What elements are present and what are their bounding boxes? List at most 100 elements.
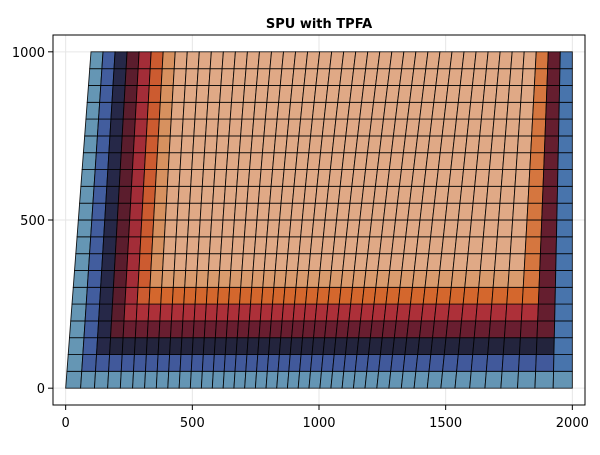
mesh-cell bbox=[547, 51, 561, 70]
mesh-cell bbox=[419, 202, 435, 221]
mesh-cell bbox=[447, 68, 463, 86]
mesh-cell bbox=[156, 135, 171, 154]
mesh-cell bbox=[409, 185, 425, 204]
mesh-cell bbox=[389, 253, 405, 271]
mesh-cell bbox=[149, 51, 164, 70]
mesh-cell bbox=[135, 303, 150, 322]
mesh-cell bbox=[198, 219, 213, 238]
mesh-cell bbox=[96, 337, 112, 355]
mesh-cell bbox=[144, 135, 159, 154]
mesh-cell bbox=[400, 370, 417, 389]
mesh-cell bbox=[545, 101, 560, 120]
mesh-cell bbox=[80, 169, 96, 187]
mesh-cell bbox=[484, 202, 501, 221]
mesh-cell bbox=[263, 118, 278, 137]
mesh-cell bbox=[107, 152, 122, 171]
mesh-cell bbox=[457, 202, 474, 221]
mesh-cell bbox=[536, 320, 556, 339]
mesh-cell bbox=[142, 185, 157, 204]
mesh-cell bbox=[94, 152, 110, 171]
mesh-cell bbox=[97, 320, 112, 339]
mesh-cell bbox=[193, 118, 208, 137]
mesh-cell bbox=[276, 236, 290, 255]
mesh-cell bbox=[510, 51, 525, 70]
mesh-cell bbox=[533, 84, 548, 103]
mesh-cell bbox=[470, 354, 489, 372]
mesh-layer bbox=[65, 51, 573, 389]
mesh-cell bbox=[555, 253, 573, 271]
mesh-cell bbox=[288, 219, 303, 238]
mesh-cell bbox=[402, 354, 419, 372]
mesh-cell bbox=[110, 101, 125, 120]
mesh-cell bbox=[439, 135, 456, 154]
mesh-cell bbox=[231, 84, 246, 103]
mesh-cell bbox=[513, 185, 530, 204]
mesh-cell bbox=[111, 84, 126, 103]
mesh-cell bbox=[530, 135, 546, 154]
mesh-cell bbox=[113, 253, 129, 271]
mesh-cell bbox=[180, 337, 194, 355]
mesh-cell bbox=[159, 303, 173, 322]
mesh-cell bbox=[541, 185, 559, 204]
x-tick-label: 1500 bbox=[429, 416, 462, 431]
mesh-cell bbox=[426, 253, 443, 271]
mesh-cell bbox=[454, 370, 472, 389]
mesh-cell bbox=[464, 270, 481, 288]
mesh-cell bbox=[122, 320, 137, 339]
mesh-cell bbox=[516, 135, 533, 154]
mesh-cell bbox=[214, 320, 228, 339]
mesh-cell bbox=[534, 370, 555, 389]
mesh-cell bbox=[319, 370, 334, 389]
mesh-cell bbox=[154, 185, 168, 204]
mesh-cell bbox=[182, 101, 197, 120]
mesh-cell bbox=[220, 236, 234, 255]
mesh-cell bbox=[377, 253, 393, 271]
mesh-cell bbox=[257, 337, 271, 355]
mesh-cell bbox=[472, 185, 489, 204]
mesh-cell bbox=[371, 303, 387, 322]
mesh-cell bbox=[432, 320, 449, 339]
mesh-cell bbox=[79, 185, 95, 204]
mesh-cell bbox=[539, 253, 557, 271]
mesh-cell bbox=[433, 185, 450, 204]
mesh-cell bbox=[268, 337, 282, 355]
mesh-cell bbox=[521, 286, 540, 305]
mesh-cell bbox=[85, 101, 101, 120]
mesh-cell bbox=[534, 51, 549, 70]
mesh-cell bbox=[558, 84, 573, 103]
mesh-cell bbox=[300, 219, 315, 238]
mesh-cell bbox=[430, 337, 447, 355]
mesh-cell bbox=[325, 303, 340, 322]
mesh-cell bbox=[305, 51, 321, 70]
mesh-cell bbox=[350, 286, 365, 305]
mesh-cell bbox=[543, 135, 560, 154]
x-tick-label: 500 bbox=[180, 416, 205, 431]
mesh-cell bbox=[105, 185, 120, 204]
mesh-cell bbox=[125, 51, 140, 70]
mesh-cell bbox=[128, 219, 143, 238]
mesh-cell bbox=[491, 286, 509, 305]
mesh-cell bbox=[167, 370, 181, 389]
mesh-cell bbox=[134, 101, 149, 120]
mesh-cell bbox=[314, 185, 330, 204]
mesh-cell bbox=[252, 253, 266, 271]
mesh-cell bbox=[539, 236, 557, 255]
mesh-cell bbox=[317, 270, 332, 288]
mesh-cell bbox=[484, 68, 500, 86]
mesh-cell bbox=[179, 354, 193, 372]
mesh-cell bbox=[175, 219, 190, 238]
mesh-cell bbox=[558, 118, 573, 137]
mesh-cell bbox=[424, 270, 441, 288]
mesh-cell bbox=[277, 219, 292, 238]
mesh-cell bbox=[544, 118, 560, 137]
mesh-cell bbox=[144, 152, 158, 171]
mesh-cell bbox=[540, 219, 558, 238]
mesh-cell bbox=[478, 270, 495, 288]
mesh-cell bbox=[385, 286, 401, 305]
mesh-cell bbox=[554, 286, 573, 305]
mesh-cell bbox=[94, 370, 110, 389]
mesh-cell bbox=[144, 370, 158, 389]
mesh-cell bbox=[334, 219, 349, 238]
mesh-cell bbox=[184, 68, 199, 86]
